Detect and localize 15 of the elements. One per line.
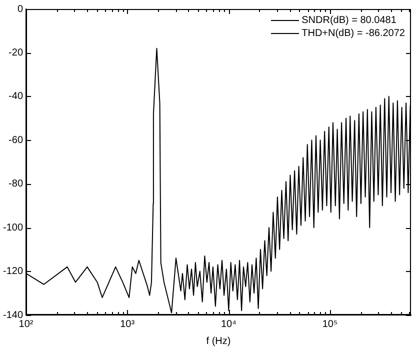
y-tick-label: -80 <box>8 178 24 190</box>
x-axis-title: f (Hz) <box>206 336 231 347</box>
y-tick-label: -60 <box>8 134 24 146</box>
x-tick-label: 10³ <box>120 318 136 330</box>
y-tick-label: -20 <box>8 47 24 58</box>
y-tick-label: -100 <box>3 222 24 234</box>
y-tick-label: -120 <box>3 266 24 278</box>
y-tick-label: 0 <box>17 4 24 15</box>
x-tick-label: 10⁴ <box>220 318 236 330</box>
x-tick-label: 10² <box>18 318 34 330</box>
annotation: THD+N(dB) = -86.2072 <box>302 27 405 40</box>
y-tick-label: -40 <box>8 91 24 102</box>
annotation: SNDR(dB) = 80.0481 <box>302 14 396 27</box>
y-tick-label: -140 <box>3 310 24 321</box>
x-tick-label: 10⁵ <box>322 318 338 330</box>
